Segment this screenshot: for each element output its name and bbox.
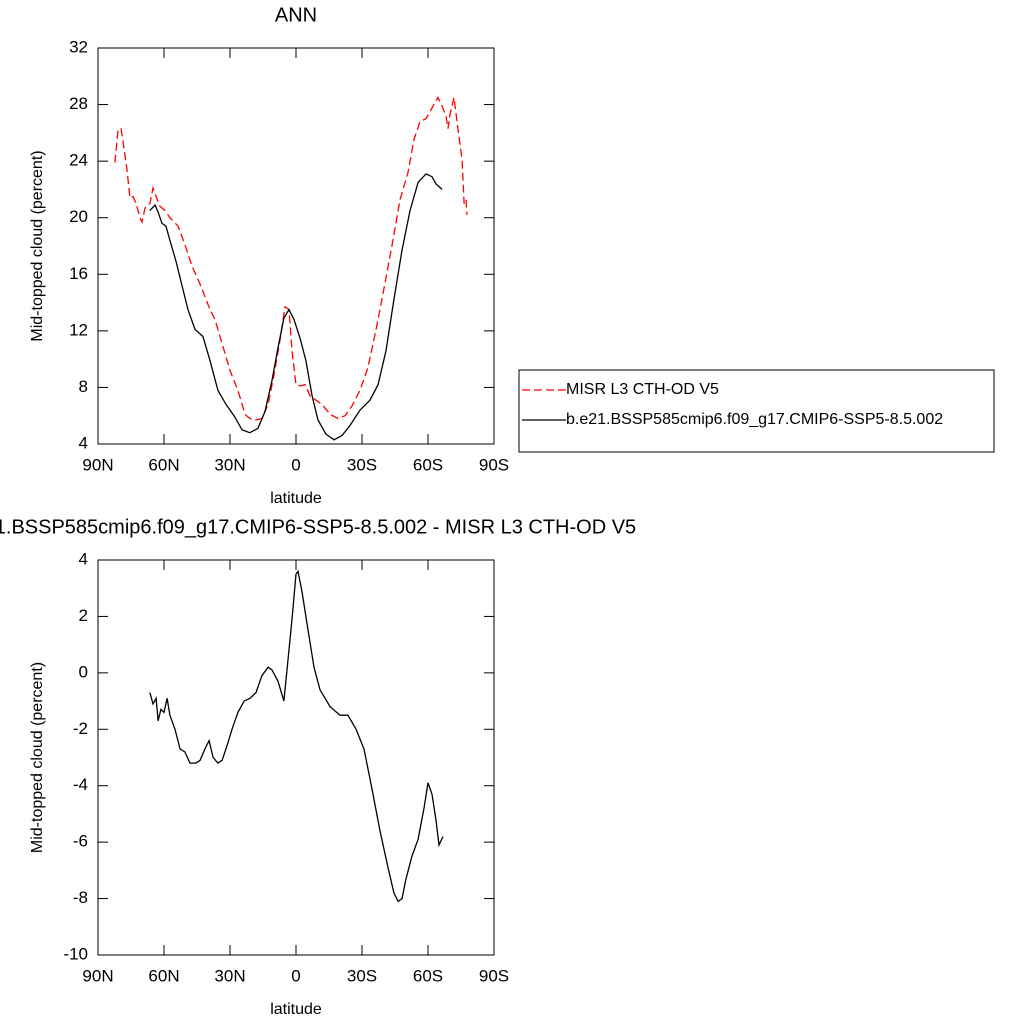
y-tick-label: 4 [79,433,88,452]
y-tick-label: 28 [69,94,88,113]
y-tick-label: 4 [79,549,88,568]
x-tick-label: 60S [413,966,443,985]
chart-title: ANN [275,4,317,26]
data-line [149,569,444,903]
x-tick-label: 60N [148,455,179,474]
x-tick-label: 90S [479,455,509,474]
y-tick-label: 24 [69,151,88,170]
y-tick-label: -6 [73,832,88,851]
y-tick-label: 12 [69,320,88,339]
x-tick-label: 60S [413,455,443,474]
y-tick-label: -8 [73,888,88,907]
y-tick-label: 8 [79,377,88,396]
x-tick-label: 30N [214,455,245,474]
y-tick-label: -2 [73,719,88,738]
legend-label: b.e21.BSSP585cmip6.f09_g17.CMIP6-SSP5-8.… [566,411,943,428]
data-line [149,173,443,441]
y-tick-label: 16 [69,264,88,283]
x-tick-label: 30S [347,455,377,474]
x-tick-label: 30S [347,966,377,985]
x-axis-label: latitude [270,1001,322,1018]
y-tick-label: 0 [79,662,88,681]
y-tick-label: -4 [73,775,88,794]
legend-box [518,369,995,453]
y-tick-label: 20 [69,207,88,226]
chart-title: b.e21.BSSP585cmip6.f09_g17.CMIP6-SSP5-8.… [0,516,636,538]
y-tick-label: 32 [69,37,88,56]
plot-frame [97,47,495,445]
x-tick-label: 60N [148,966,179,985]
data-line [114,96,468,421]
x-tick-label: 30N [214,966,245,985]
x-tick-label: 0 [291,455,300,474]
y-tick-label: 2 [79,606,88,625]
y-axis-label: Mid-topped cloud (percent) [29,662,46,853]
x-tick-label: 0 [291,966,300,985]
x-axis-label: latitude [270,490,322,507]
plot-frame [97,559,495,956]
y-axis-label: Mid-topped cloud (percent) [29,150,46,341]
x-tick-label: 90S [479,966,509,985]
y-tick-label: -10 [63,944,88,963]
x-tick-label: 90N [82,966,113,985]
x-tick-label: 90N [82,455,113,474]
legend-label: MISR L3 CTH-OD V5 [566,381,719,398]
